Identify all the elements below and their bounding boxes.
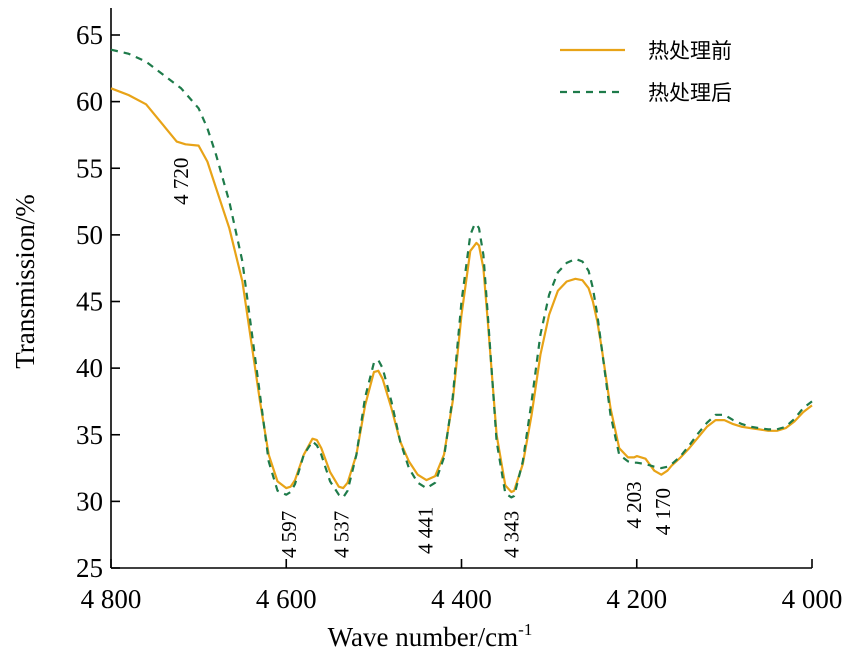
- peak-label: 4 343: [499, 511, 523, 558]
- y-tick-label: 35: [76, 420, 103, 450]
- x-tick-label: 4 200: [606, 584, 667, 614]
- y-tick-label: 45: [76, 287, 103, 317]
- annotations: 4 720 4 597 4 537 4 441 4 343 4 203 4 170: [169, 158, 675, 558]
- peak-label: 4 720: [169, 158, 193, 205]
- legend-label-after: 热处理后: [648, 81, 732, 105]
- series-layer: [110, 48, 813, 499]
- y-tick-label: 25: [76, 553, 103, 583]
- peak-label: 4 203: [622, 481, 646, 528]
- x-tick-label: 4 000: [782, 584, 843, 614]
- y-tick-label: 60: [76, 87, 103, 117]
- legend: 热处理前 热处理后: [560, 39, 732, 105]
- series-line-before: [110, 87, 813, 494]
- y-tick-label: 55: [76, 153, 103, 183]
- y-tick-label: 40: [76, 353, 103, 383]
- x-axis-label-main: Wave number/cm: [328, 622, 519, 652]
- x-tick-label: 4 600: [256, 584, 317, 614]
- x-tick-label: 4 400: [431, 584, 492, 614]
- series-line-after: [110, 48, 813, 499]
- peak-label: 4 170: [651, 488, 675, 535]
- y-ticks: 25 30 35 40 45 50 55 60 65: [76, 20, 120, 583]
- legend-label-before: 热处理前: [648, 39, 732, 63]
- peak-label: 4 597: [277, 511, 301, 558]
- peak-label: 4 441: [414, 507, 438, 554]
- y-tick-label: 30: [76, 486, 103, 516]
- x-axis-label-superscript: -1: [518, 620, 532, 639]
- y-tick-label: 65: [76, 20, 103, 50]
- y-tick-label: 50: [76, 220, 103, 250]
- x-ticks: 4 800 4 600 4 400 4 200 4 000: [81, 559, 843, 614]
- peak-label: 4 537: [329, 511, 353, 558]
- x-tick-label: 4 800: [81, 584, 142, 614]
- x-axis-label: Wave number/cm-1: [328, 620, 533, 652]
- y-axis-label: Transmission/%: [10, 194, 40, 369]
